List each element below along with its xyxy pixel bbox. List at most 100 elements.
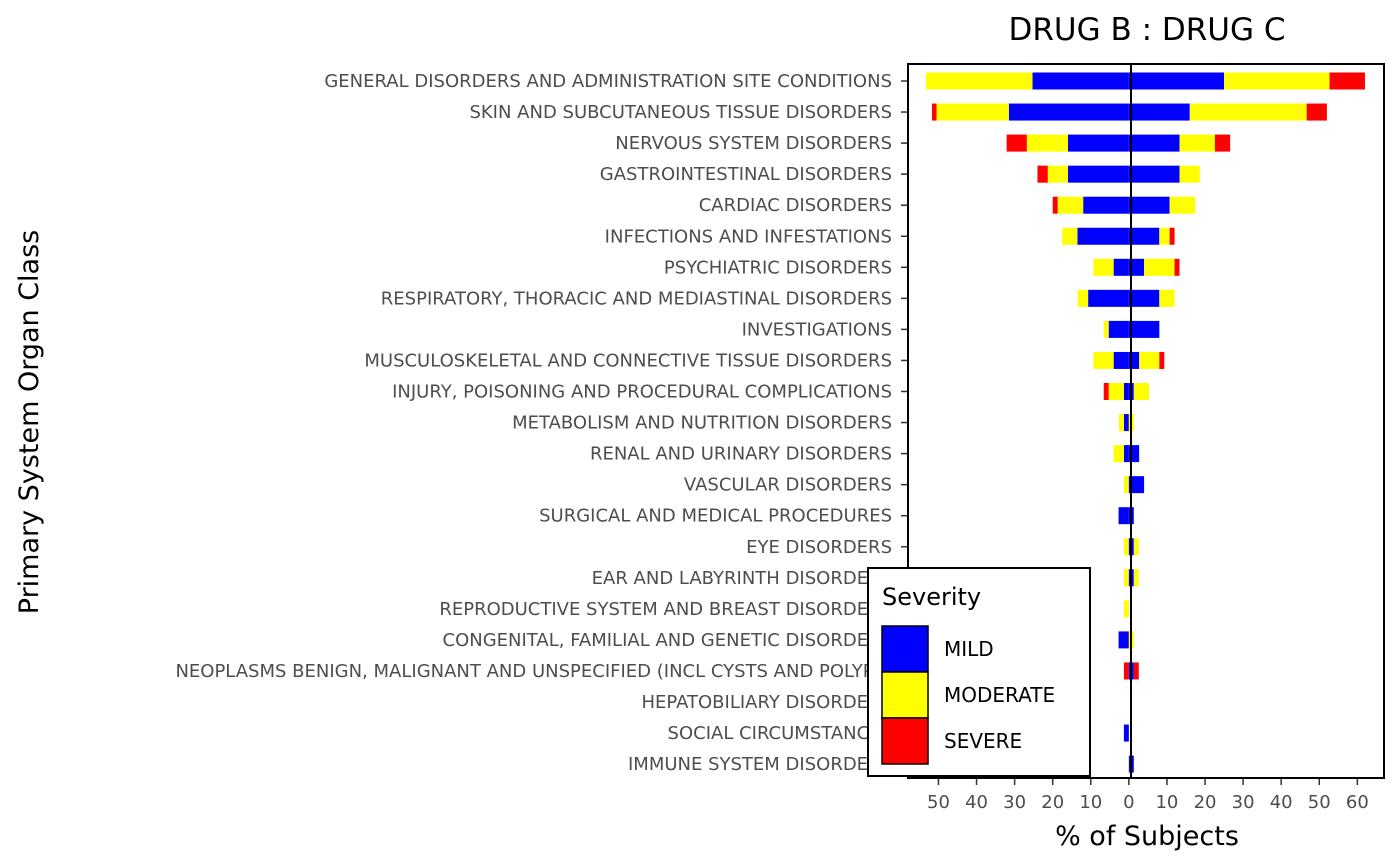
bar-segment-moderate: [1133, 538, 1139, 556]
bar-segment-severe: [1103, 383, 1109, 400]
bar-segment-mild: [1113, 351, 1129, 369]
bar-segment-moderate: [1103, 320, 1109, 338]
category-label: GASTROINTESTINAL DISORDERS: [600, 164, 892, 185]
bar-segment-mild: [1123, 724, 1129, 742]
x-tick-label: 10: [1155, 792, 1178, 813]
x-tick-label: 30: [1003, 792, 1026, 813]
x-tick-label: 50: [927, 792, 950, 813]
category-label: SURGICAL AND MEDICAL PROCEDURES: [539, 506, 892, 527]
category-label: INVESTIGATIONS: [742, 319, 892, 340]
bar-segment-mild: [1083, 196, 1129, 214]
bar-segment-mild: [1128, 72, 1225, 90]
bar-segment-moderate: [1133, 569, 1139, 587]
x-tick-label: 30: [1232, 792, 1255, 813]
category-label: GENERAL DISORDERS AND ADMINISTRATION SIT…: [324, 71, 892, 92]
category-label: INJURY, POISONING AND PROCEDURAL COMPLIC…: [392, 382, 892, 403]
legend-key-severe: [881, 717, 929, 765]
legend-items: MILD MODERATE SEVERE: [881, 625, 1055, 765]
x-tick-label: 60: [1346, 792, 1369, 813]
bar-segment-moderate: [1108, 383, 1124, 400]
category-label: RESPIRATORY, THORACIC AND MEDIASTINAL DI…: [381, 288, 892, 309]
bar-segment-mild: [1128, 103, 1190, 121]
category-label: METABOLISM AND NUTRITION DISORDERS: [512, 413, 892, 434]
severity-legend: Severity MILD MODERATE SEVERE: [867, 567, 1091, 777]
bar-segment-mild: [1128, 227, 1160, 245]
bar-segment-mild: [1123, 383, 1129, 400]
bar-segment-severe: [1006, 134, 1027, 152]
bar-segment-mild: [1088, 289, 1129, 307]
bar-segment-mild: [1067, 165, 1129, 183]
bar-segment-mild: [1108, 320, 1129, 338]
legend-label: SEVERE: [944, 729, 1022, 753]
bar-segment-severe: [1037, 165, 1048, 183]
bar-segment-moderate: [1123, 476, 1129, 494]
category-label: MUSCULOSKELETAL AND CONNECTIVE TISSUE DI…: [364, 350, 892, 371]
bar-segment-moderate: [1026, 134, 1068, 152]
bar-segment-mild: [1067, 134, 1129, 152]
x-tick-label: 0: [1123, 792, 1134, 813]
bar-segment-moderate: [1113, 445, 1124, 463]
bar-segment-mild: [1113, 258, 1129, 276]
category-label: NEOPLASMS BENIGN, MALIGNANT AND UNSPECIF…: [175, 661, 892, 682]
bar-segment-moderate: [1093, 351, 1114, 369]
bar-segment-moderate: [1057, 196, 1084, 214]
bar-segment-moderate: [1133, 383, 1150, 400]
bar-segment-mild: [1008, 103, 1129, 121]
category-label: SOCIAL CIRCUMSTANCES: [668, 723, 892, 744]
bar-segment-severe: [1052, 196, 1058, 214]
x-axis-title: % of Subjects: [1055, 821, 1239, 852]
bar-segment-severe: [1329, 72, 1365, 90]
bar-segment-mild: [1128, 196, 1170, 214]
x-axis-ticks: 50 40 30 20 10 0 10 20 30 40 50 60: [927, 778, 1369, 813]
bar-segment-mild: [1128, 351, 1140, 369]
bar-segment-moderate: [1118, 414, 1124, 432]
bar-segment-mild: [1128, 476, 1145, 494]
legend-label: MODERATE: [944, 683, 1055, 707]
category-labels: GENERAL DISORDERS AND ADMINISTRATION SIT…: [175, 71, 908, 775]
category-label: EAR AND LABYRINTH DISORDERS: [592, 568, 892, 589]
bar-segment-mild: [1128, 445, 1140, 463]
bar-segment-moderate: [1144, 258, 1175, 276]
bar-segment-moderate: [925, 72, 1033, 90]
x-tick-label: 40: [965, 792, 988, 813]
bar-segment-severe: [1174, 258, 1180, 276]
bar-segment-mild: [1128, 165, 1180, 183]
bar-segment-moderate: [1159, 289, 1175, 307]
bar-segment-moderate: [1179, 134, 1215, 152]
bar-segment-severe: [1123, 662, 1129, 680]
bar-segment-severe: [1169, 227, 1175, 245]
bar-segment-moderate: [1093, 258, 1114, 276]
bar-segment-moderate: [1123, 600, 1129, 618]
category-label: IMMUNE SYSTEM DISORDERS: [628, 754, 892, 775]
bar-segment-mild: [1032, 72, 1129, 90]
category-label: CONGENITAL, FAMILIAL AND GENETIC DISORDE…: [443, 630, 892, 651]
bar-segment-moderate: [1123, 538, 1129, 556]
legend-title: Severity: [882, 583, 981, 611]
y-axis-title: Primary System Organ Class: [14, 230, 45, 614]
bar-segment-mild: [1077, 227, 1129, 245]
bar-segment-moderate: [1077, 289, 1089, 307]
category-label: CARDIAC DISORDERS: [699, 195, 892, 216]
bar-segment-moderate: [1179, 165, 1200, 183]
bar-segment-mild: [1123, 414, 1129, 432]
bar-segment-moderate: [1062, 227, 1078, 245]
category-label: PSYCHIATRIC DISORDERS: [664, 257, 892, 278]
x-tick-label: 20: [1041, 792, 1064, 813]
bar-segment-moderate: [1169, 196, 1196, 214]
category-label: EYE DISORDERS: [746, 537, 892, 558]
chart-title: DRUG B : DRUG C: [1008, 12, 1285, 48]
bar-segment-mild: [1128, 134, 1180, 152]
bar-segment-moderate: [1224, 72, 1330, 90]
bar-segment-moderate: [1047, 165, 1068, 183]
category-label: SKIN AND SUBCUTANEOUS TISSUE DISORDERS: [469, 102, 892, 123]
legend-label: MILD: [944, 637, 994, 661]
bar-segment-moderate: [1159, 227, 1170, 245]
bar-segment-mild: [1128, 320, 1160, 338]
bar-segment-mild: [1123, 445, 1129, 463]
bar-segment-moderate: [1139, 351, 1160, 369]
category-label: VASCULAR DISORDERS: [684, 475, 892, 496]
category-label: HEPATOBILIARY DISORDERS: [641, 692, 892, 713]
bar-segment-mild: [1118, 507, 1129, 525]
bars-layer: [925, 72, 1365, 773]
